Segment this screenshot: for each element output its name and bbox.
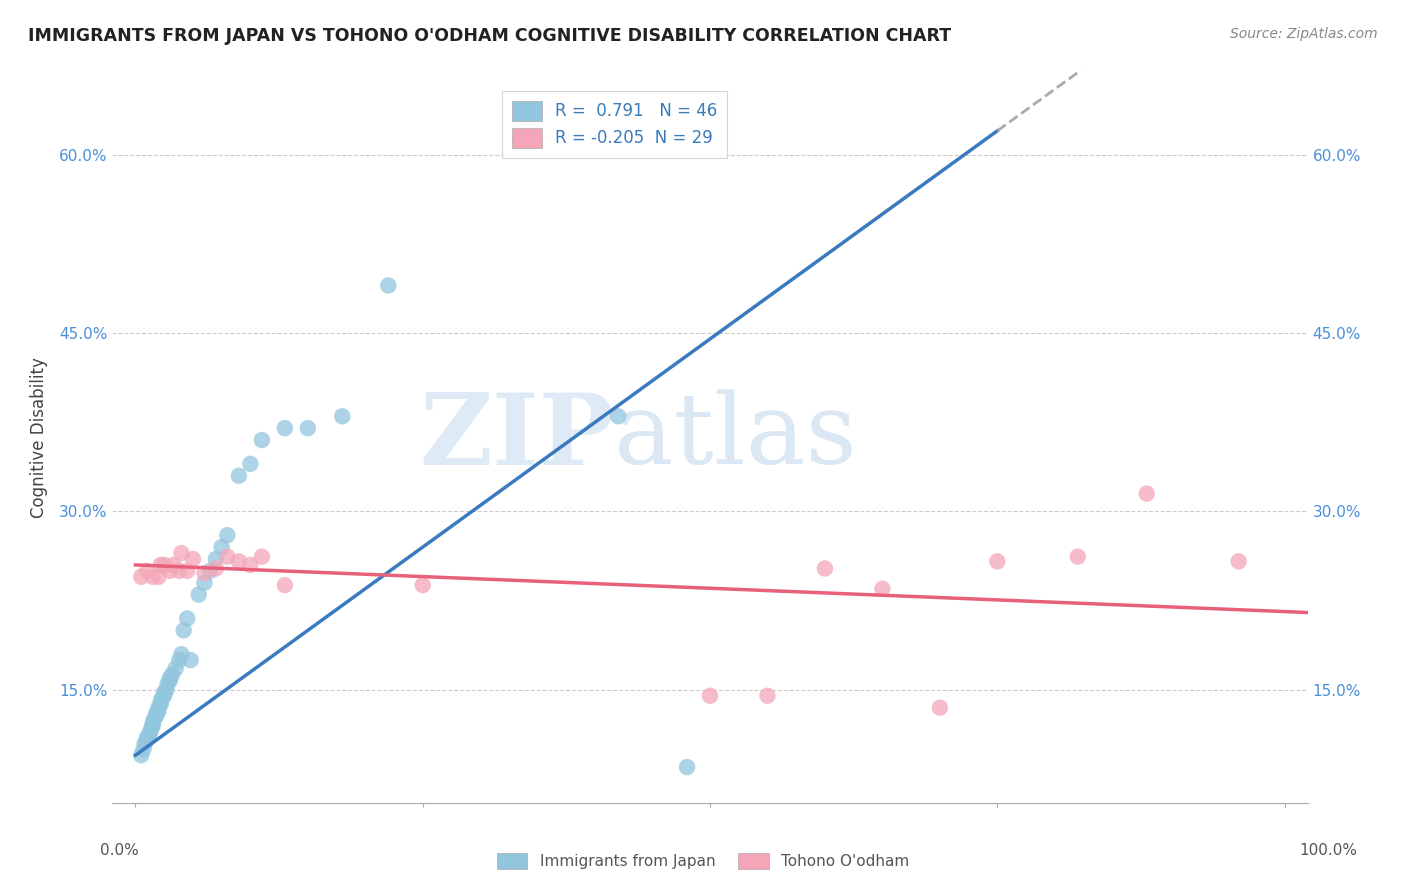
Point <box>205 561 228 575</box>
Point <box>170 546 193 560</box>
Y-axis label: Cognitive Disability: Cognitive Disability <box>30 357 48 517</box>
Point <box>228 468 250 483</box>
Point <box>872 582 894 596</box>
Point <box>377 278 399 293</box>
Point <box>148 700 170 714</box>
Legend: Immigrants from Japan, Tohono O'odham: Immigrants from Japan, Tohono O'odham <box>491 847 915 875</box>
Point <box>142 716 165 731</box>
Point <box>181 552 204 566</box>
Point <box>699 689 721 703</box>
Point <box>148 704 170 718</box>
Point <box>167 564 190 578</box>
Point <box>138 728 160 742</box>
Point <box>250 433 273 447</box>
Text: 0.0%: 0.0% <box>100 843 139 858</box>
Point <box>150 691 173 706</box>
Point <box>136 732 159 747</box>
Point <box>928 700 950 714</box>
Point <box>176 564 198 578</box>
Text: ZIP: ZIP <box>419 389 614 485</box>
Point <box>159 673 181 688</box>
Point <box>211 540 233 554</box>
Point <box>274 578 297 592</box>
Point <box>986 554 1008 568</box>
Point <box>676 760 699 774</box>
Text: Source: ZipAtlas.com: Source: ZipAtlas.com <box>1230 27 1378 41</box>
Point <box>159 671 181 685</box>
Point <box>149 558 172 572</box>
Point <box>412 578 434 592</box>
Point <box>148 570 170 584</box>
Point <box>187 588 209 602</box>
Point <box>167 653 190 667</box>
Point <box>173 624 195 638</box>
Point <box>145 706 167 721</box>
Text: IMMIGRANTS FROM JAPAN VS TOHONO O'ODHAM COGNITIVE DISABILITY CORRELATION CHART: IMMIGRANTS FROM JAPAN VS TOHONO O'ODHAM … <box>28 27 952 45</box>
Point <box>756 689 779 703</box>
Point <box>250 549 273 564</box>
Point <box>193 575 215 590</box>
Point <box>217 549 239 564</box>
Point <box>153 689 176 703</box>
Point <box>142 570 165 584</box>
Point <box>136 731 159 745</box>
Point <box>170 647 193 661</box>
Point <box>297 421 319 435</box>
Text: 100.0%: 100.0% <box>1299 843 1358 858</box>
Point <box>198 564 221 578</box>
Point <box>132 742 155 756</box>
Point <box>228 554 250 568</box>
Point <box>180 653 202 667</box>
Point <box>274 421 297 435</box>
Point <box>142 713 165 727</box>
Point <box>239 457 262 471</box>
Point <box>153 558 176 572</box>
Point <box>155 682 177 697</box>
Point <box>1067 549 1090 564</box>
Point <box>1227 554 1250 568</box>
Point <box>153 685 176 699</box>
Point <box>193 566 215 581</box>
Point <box>162 558 184 572</box>
Point <box>330 409 353 424</box>
Point <box>814 561 837 575</box>
Point <box>149 695 172 709</box>
Legend: R =  0.791   N = 46, R = -0.205  N = 29: R = 0.791 N = 46, R = -0.205 N = 29 <box>502 91 727 158</box>
Point <box>142 718 165 732</box>
Point <box>162 667 183 681</box>
Point <box>156 677 179 691</box>
Point <box>1136 486 1159 500</box>
Point <box>141 721 163 735</box>
Text: atlas: atlas <box>614 389 858 485</box>
Point <box>205 552 228 566</box>
Point <box>129 748 152 763</box>
Point <box>136 564 159 578</box>
Point <box>239 558 262 572</box>
Point <box>145 709 167 723</box>
Point <box>134 736 156 750</box>
Point <box>217 528 239 542</box>
Point <box>139 724 162 739</box>
Point <box>165 661 187 675</box>
Point <box>607 409 630 424</box>
Point <box>149 697 172 711</box>
Point <box>129 570 152 584</box>
Point <box>176 611 198 625</box>
Point <box>159 564 181 578</box>
